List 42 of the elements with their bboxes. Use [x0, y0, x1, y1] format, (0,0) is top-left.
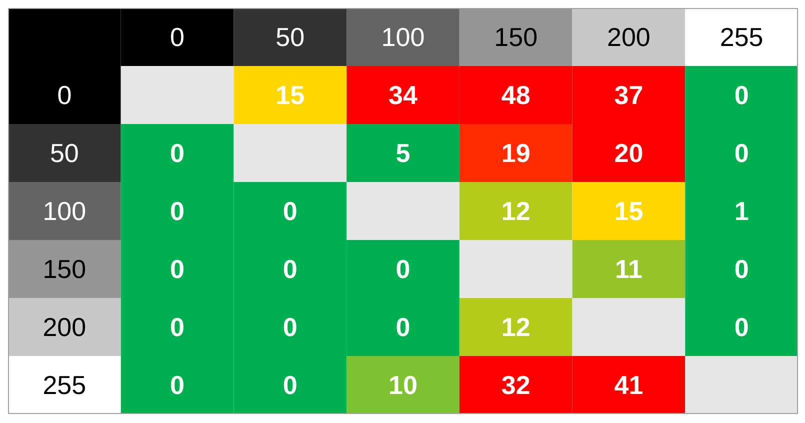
- data-label: 0: [396, 254, 410, 284]
- data-label: 41: [614, 370, 644, 400]
- data-label: 11: [614, 254, 642, 284]
- data-label: 0: [734, 138, 749, 168]
- x-tick-label: 150: [494, 22, 538, 52]
- y-tick-label: 100: [42, 196, 86, 226]
- data-label: 0: [282, 196, 298, 226]
- x-tick-label: 200: [607, 22, 650, 52]
- data-label: 0: [170, 312, 185, 342]
- data-label: 0: [734, 254, 749, 284]
- data-label: 0: [282, 254, 298, 284]
- y-tick-label: 255: [42, 370, 86, 400]
- data-label: 0: [282, 370, 298, 400]
- x-tick-label: 255: [720, 22, 764, 52]
- x-tick-label: 100: [381, 22, 425, 52]
- data-label: 12: [501, 312, 530, 342]
- data-label: 0: [734, 80, 749, 110]
- data-label: 19: [501, 138, 530, 168]
- data-label: 20: [614, 138, 644, 168]
- x-tick-label: 50: [276, 22, 305, 52]
- y-tick-label: 200: [42, 312, 86, 342]
- data-label: 32: [501, 370, 530, 400]
- data-label: 0: [396, 312, 410, 342]
- data-label: 0: [170, 138, 185, 168]
- data-label: 0: [282, 312, 298, 342]
- data-label: 0: [170, 254, 185, 284]
- y-tick-label: 0: [57, 80, 72, 110]
- data-label: 5: [396, 138, 410, 168]
- y-tick-label: 150: [42, 254, 86, 284]
- data-label: 15: [614, 196, 644, 226]
- data-label: 0: [170, 196, 185, 226]
- data-label: 34: [388, 80, 418, 110]
- data-label: 15: [276, 80, 305, 110]
- data-label: 1: [734, 196, 749, 226]
- data-label: 10: [388, 370, 418, 400]
- data-label: 12: [501, 196, 530, 226]
- data-label: 0: [170, 370, 185, 400]
- data-label: 37: [614, 80, 644, 110]
- x-tick-label: 0: [170, 22, 185, 52]
- y-tick-label: 50: [50, 138, 79, 168]
- data-label: 48: [501, 80, 530, 110]
- data-label: 0: [734, 312, 749, 342]
